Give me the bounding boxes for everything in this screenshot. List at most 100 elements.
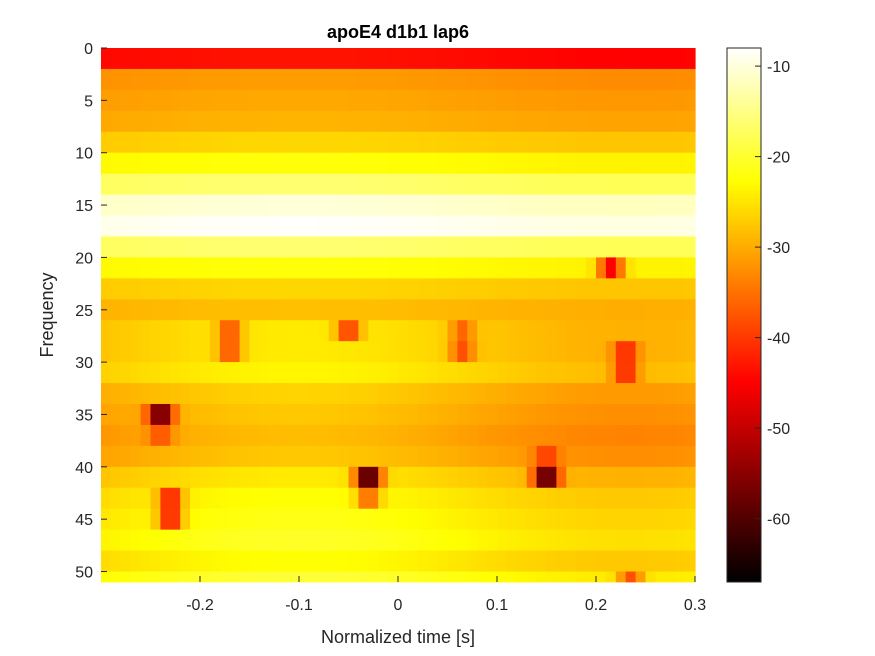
heatmap-cell xyxy=(407,131,419,154)
heatmap-cell xyxy=(605,487,617,510)
heatmap-cell xyxy=(328,173,340,195)
heatmap-cell xyxy=(368,236,379,258)
heatmap-cell xyxy=(120,550,132,572)
heatmap-cell xyxy=(130,424,142,447)
heatmap-cell xyxy=(645,110,656,133)
heatmap-cell xyxy=(328,278,340,300)
heatmap-cell xyxy=(665,529,676,551)
heatmap-cell xyxy=(467,89,478,112)
heatmap-cell xyxy=(605,571,617,583)
heatmap-cell xyxy=(388,89,399,112)
heatmap-cell xyxy=(249,508,260,531)
heatmap-cell xyxy=(229,362,241,384)
heatmap-cell xyxy=(170,341,181,363)
heatmap-cell xyxy=(566,299,577,321)
heatmap-cell xyxy=(120,487,132,510)
heatmap-cell xyxy=(675,529,686,551)
heatmap-cell xyxy=(180,529,191,551)
heatmap-cell xyxy=(477,487,488,510)
heatmap-cell xyxy=(289,89,300,112)
heatmap-cell xyxy=(427,320,439,342)
heatmap-cell xyxy=(407,383,419,405)
heatmap-cell xyxy=(388,320,399,342)
heatmap-cell xyxy=(318,320,330,342)
heatmap-cell xyxy=(526,383,538,405)
heatmap-cell xyxy=(526,466,538,489)
heatmap-cell xyxy=(437,48,449,70)
heatmap-cell xyxy=(615,89,627,112)
heatmap-cell xyxy=(635,131,647,154)
heatmap-cell xyxy=(190,508,201,531)
heatmap-cell xyxy=(546,152,557,175)
heatmap-cell xyxy=(209,236,221,258)
heatmap-cell xyxy=(556,362,567,384)
heatmap-cell xyxy=(259,236,270,258)
heatmap-cell xyxy=(239,131,251,154)
heatmap-cell xyxy=(239,508,251,531)
heatmap-cell xyxy=(200,110,211,133)
heatmap-cell xyxy=(625,571,637,583)
heatmap-cell xyxy=(308,571,320,583)
heatmap-cell xyxy=(437,550,449,572)
heatmap-cell xyxy=(506,110,518,133)
heatmap-cell xyxy=(239,362,251,384)
heatmap-cell xyxy=(546,383,557,405)
heatmap-cell xyxy=(150,194,161,216)
heatmap-cell xyxy=(110,299,122,321)
heatmap-cell xyxy=(318,299,330,321)
heatmap-cell xyxy=(437,445,449,468)
heatmap-cell xyxy=(566,529,577,551)
heatmap-cell xyxy=(645,466,656,489)
heatmap-cell xyxy=(447,404,458,426)
heatmap-cell xyxy=(180,508,191,531)
heatmap-cell xyxy=(625,445,637,468)
heatmap-cell xyxy=(536,48,548,70)
heatmap-cell xyxy=(190,89,201,112)
heatmap-cell xyxy=(596,320,607,342)
heatmap-cell xyxy=(200,257,211,279)
heatmap-cell xyxy=(368,215,379,237)
heatmap-cell xyxy=(487,529,498,551)
heatmap-cell xyxy=(566,48,577,70)
heatmap-cell xyxy=(516,341,528,363)
heatmap-cell xyxy=(130,89,142,112)
heatmap-cell xyxy=(655,550,666,572)
heatmap-cell xyxy=(259,508,270,531)
heatmap-cell xyxy=(180,550,191,572)
heatmap-cell xyxy=(487,110,498,133)
heatmap-cell xyxy=(388,110,399,133)
heatmap-cell xyxy=(437,194,449,216)
heatmap-cell xyxy=(576,68,587,91)
heatmap-cell xyxy=(615,299,627,321)
heatmap-cell xyxy=(586,299,597,321)
heatmap-cell xyxy=(120,383,132,405)
heatmap-cell xyxy=(229,424,241,447)
heatmap-cell xyxy=(457,48,468,70)
heatmap-cell xyxy=(556,173,567,195)
heatmap-cell xyxy=(110,48,122,70)
heatmap-cell xyxy=(645,68,656,91)
heatmap-cell xyxy=(605,445,617,468)
heatmap-cell xyxy=(200,278,211,300)
heatmap-cell xyxy=(269,362,280,384)
heatmap-cell xyxy=(219,194,231,216)
heatmap-cell xyxy=(685,194,696,216)
heatmap-cell xyxy=(398,550,409,572)
heatmap-cell xyxy=(110,404,122,426)
heatmap-cell xyxy=(457,550,468,572)
heatmap-cell xyxy=(625,215,637,237)
heatmap-cell xyxy=(635,89,647,112)
heatmap-cell xyxy=(358,362,369,384)
heatmap-cell xyxy=(279,445,290,468)
heatmap-cell xyxy=(160,48,171,70)
heatmap-cell xyxy=(625,362,637,384)
heatmap-cell xyxy=(487,131,498,154)
heatmap-cell xyxy=(467,299,478,321)
heatmap-cell xyxy=(140,383,152,405)
heatmap-cell xyxy=(546,341,557,363)
heatmap-cell xyxy=(378,404,389,426)
heatmap-cell xyxy=(299,571,310,583)
heatmap-cell xyxy=(516,194,528,216)
heatmap-cell xyxy=(190,404,201,426)
heatmap-cell xyxy=(655,131,666,154)
